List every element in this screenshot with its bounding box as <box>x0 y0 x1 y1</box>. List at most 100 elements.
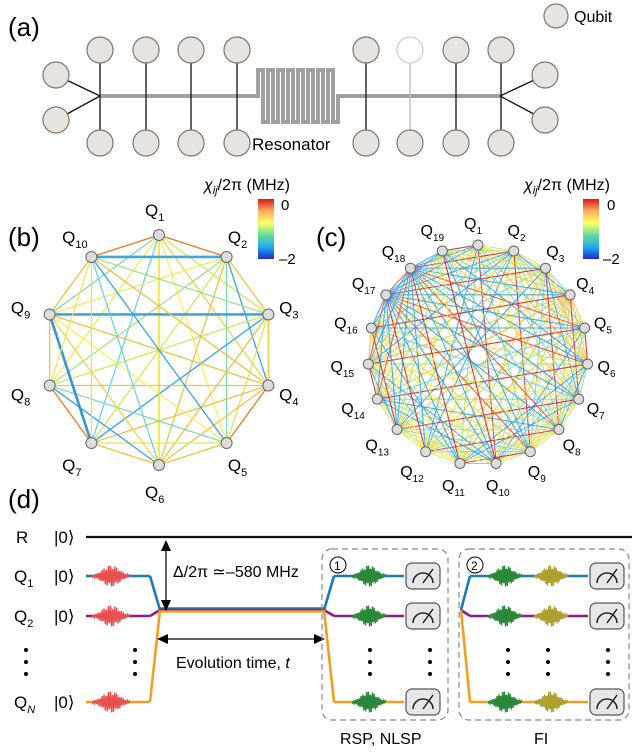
coupling-edge <box>377 398 497 464</box>
qubit-node <box>371 393 383 405</box>
coupling-edge <box>410 267 580 400</box>
coupling-edge <box>226 385 269 444</box>
ellipsis-dot <box>606 648 610 652</box>
row-r-ket: |0⟩ <box>54 528 75 547</box>
colorbar-b: χij/2π (MHz) 0 –2 <box>202 177 296 268</box>
qubit-trajectory <box>459 575 472 611</box>
drive-pulse <box>91 605 131 627</box>
box-1-number-circle <box>329 556 347 574</box>
coupling-edge <box>558 294 571 430</box>
coupling-edge <box>367 294 387 365</box>
meter-arc <box>412 572 434 584</box>
qubit-label: Q1 <box>145 201 164 224</box>
meter-needle <box>422 608 434 624</box>
coupling-edge <box>396 268 411 430</box>
qubit <box>132 129 160 157</box>
qubit <box>177 129 205 157</box>
measurement-box-1 <box>321 548 449 721</box>
pulse-sequence <box>24 562 625 716</box>
coupling-edge <box>385 294 588 365</box>
chip-layout <box>42 36 559 157</box>
qubit <box>487 129 515 157</box>
coupling-edge <box>49 314 160 466</box>
coupling-edge <box>376 398 398 430</box>
coupling-edge <box>530 429 560 453</box>
resonator-meander <box>255 68 345 124</box>
coupling-edge <box>370 327 461 464</box>
box-2-number: 2 <box>471 559 478 573</box>
qubit <box>42 106 70 134</box>
qubit-legend-icon <box>543 3 569 29</box>
qubit-label: Q11 <box>442 478 465 499</box>
meter-arc <box>596 572 618 584</box>
coupling-edge <box>371 327 560 430</box>
row-q1-ket: |0⟩ <box>54 567 75 586</box>
coupling-edge <box>545 267 589 365</box>
colorbar-b-scale <box>258 199 274 259</box>
coupling-edge <box>49 256 227 316</box>
evolution-arrowhead-left <box>157 634 168 644</box>
drive-pulse <box>91 565 131 587</box>
coupling-edge <box>385 294 427 452</box>
coupling-edge <box>370 327 497 464</box>
coupling-edge <box>385 244 479 296</box>
coupling-edge <box>477 244 571 296</box>
readout-pulse <box>351 605 387 627</box>
qubit-node <box>262 308 275 321</box>
coupling-edge <box>385 294 398 430</box>
fi-pulse <box>533 565 569 587</box>
qubit-node <box>220 250 233 263</box>
colorbar-c-min: –2 <box>603 251 620 268</box>
coupling-edge <box>558 398 580 430</box>
meter-box <box>405 562 441 590</box>
ellipsis-dot <box>606 672 610 676</box>
coupling-edge <box>370 267 411 329</box>
coupling-edge <box>49 313 227 444</box>
row-q2-ket: |0⟩ <box>54 607 75 626</box>
colorbar-c-title: χij/2π (MHz) <box>522 177 610 197</box>
ellipsis-dot <box>133 648 137 652</box>
meter-needle <box>422 568 434 584</box>
meter-needle <box>606 608 618 624</box>
fi-pulse <box>533 605 569 627</box>
qubit-node <box>362 358 374 370</box>
qubit-label: Q10 <box>486 478 510 499</box>
panel-c-label: (c) <box>316 222 346 252</box>
meter-needle <box>606 568 618 584</box>
ellipsis-dot <box>24 672 28 676</box>
meter-box <box>589 602 625 630</box>
coupling-edge <box>376 267 546 400</box>
coupling-edge <box>477 244 585 329</box>
coupling-edge <box>91 384 269 444</box>
ellipsis-dot <box>428 672 432 676</box>
readout-pulse <box>351 691 387 713</box>
qubit-label: Q4 <box>576 276 594 297</box>
readout-pulse <box>351 565 387 587</box>
coupling-edge <box>495 398 580 464</box>
coupling-edge <box>409 268 427 452</box>
coupling-edge <box>385 294 531 453</box>
ellipsis-dot <box>506 660 510 664</box>
qubit-trajectory <box>322 609 336 703</box>
qubit-label: Q16 <box>334 316 358 337</box>
coupling-edge <box>370 294 387 329</box>
qubit-node <box>153 459 165 471</box>
coupling-edge <box>49 256 93 386</box>
coupling-edge <box>368 363 560 431</box>
panel-b-label: (b) <box>8 222 40 252</box>
coupling-edge <box>459 327 586 464</box>
colorbar-c: χij/2π (MHz) 0 –2 <box>522 177 620 268</box>
readout-pulse <box>487 605 523 627</box>
coupling-edge <box>367 363 398 430</box>
coupling-edge <box>425 363 588 453</box>
coupling-edge <box>477 244 514 252</box>
qubit-legend-label: Qubit <box>574 9 613 26</box>
ellipsis-dot <box>368 660 372 664</box>
qubit <box>442 129 470 157</box>
colorbar-c-scale <box>583 199 599 259</box>
qubit-label: Q6 <box>145 483 164 506</box>
qubit-node <box>380 289 392 301</box>
qubit-node <box>472 239 484 251</box>
qubit-node <box>454 457 466 469</box>
coupling-edge <box>368 363 497 464</box>
